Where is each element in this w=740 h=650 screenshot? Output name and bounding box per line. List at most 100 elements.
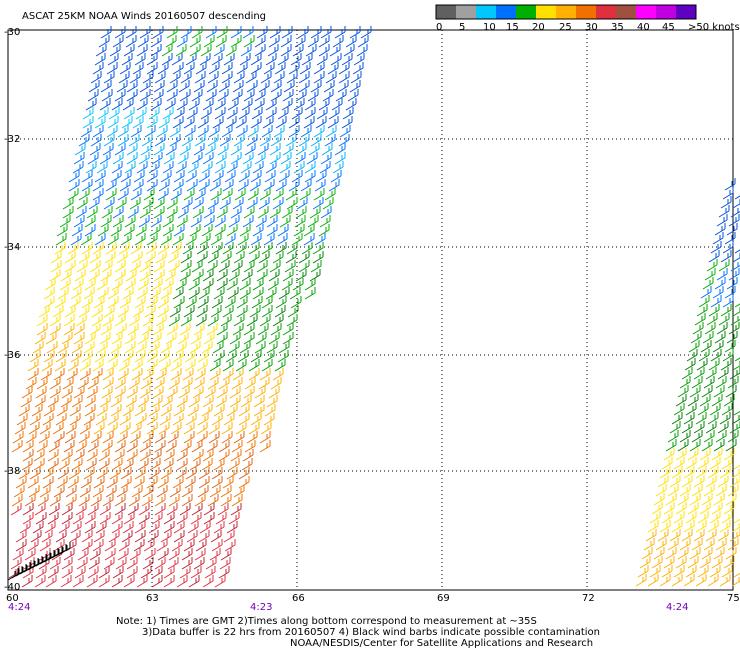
wind-barb: [76, 557, 88, 570]
wind-barb: [269, 143, 281, 156]
wind-barb: [203, 503, 215, 516]
pass-times: 4:24 4:23 4:24: [8, 602, 688, 613]
wind-barb: [327, 62, 339, 75]
wind-barb: [21, 575, 33, 588]
wind-barb: [723, 502, 735, 515]
wind-barb: [160, 530, 172, 543]
wind-barb: [701, 547, 713, 560]
wind-barb: [258, 197, 270, 210]
wind-barb: [167, 431, 179, 444]
wind-barb: [40, 368, 52, 381]
wind-barb: [264, 170, 276, 183]
wind-barb: [701, 439, 713, 452]
wind-barb: [230, 143, 242, 156]
wind-barb: [207, 197, 219, 210]
wind-barb: [32, 341, 44, 354]
wind-barb: [24, 494, 36, 507]
legend-label: >50 knots: [688, 22, 740, 33]
wind-barb: [221, 422, 233, 435]
wind-barb: [48, 503, 60, 516]
wind-barb: [243, 260, 255, 273]
wind-barb: [41, 530, 53, 543]
wind-barb: [128, 134, 140, 147]
wind-barb: [34, 503, 46, 516]
wind-barb: [320, 206, 332, 219]
wind-barb: [689, 439, 701, 452]
wind-barb: [223, 53, 235, 66]
wind-barb: [10, 503, 22, 516]
wind-barb: [263, 350, 275, 363]
wind-barb: [201, 224, 213, 237]
wind-barb: [258, 251, 270, 264]
wind-barb: [273, 71, 285, 84]
wind-barb: [94, 53, 106, 66]
wind-barb: [221, 62, 233, 75]
wind-barb: [289, 287, 301, 300]
wind-barb: [713, 547, 725, 560]
wind-barb: [78, 431, 90, 444]
wind-barb: [88, 80, 100, 93]
wind-barb: [102, 431, 114, 444]
wind-barb: [228, 341, 240, 354]
wind-barb: [188, 287, 200, 300]
wind-barb: [118, 242, 130, 255]
wind-barb: [151, 278, 163, 291]
wind-barb: [312, 197, 324, 210]
wind-barb: [702, 331, 714, 344]
wind-barb: [81, 350, 93, 363]
wind-barb: [162, 107, 174, 120]
wind-barb: [709, 403, 721, 416]
wind-barb: [686, 349, 698, 362]
latitude-labels: -30 -32 -34 -36 -38 -40: [4, 27, 20, 593]
wind-barb: [187, 161, 199, 174]
wind-barb: [226, 467, 238, 480]
wind-barb: [176, 575, 188, 588]
wind-barb: [334, 26, 346, 39]
wind-barb: [175, 467, 187, 480]
wind-barb: [138, 512, 150, 525]
wind-barb: [77, 548, 89, 561]
wind-barb: [304, 170, 316, 183]
wind-barb: [186, 107, 198, 120]
wind-barb: [119, 413, 131, 426]
wind-barb: [173, 530, 185, 543]
wind-barb: [280, 35, 292, 48]
wind-barb: [184, 359, 196, 372]
wind-barb: [230, 26, 242, 39]
wind-barb: [114, 377, 126, 390]
wind-barb: [328, 179, 340, 192]
wind-barb: [152, 323, 164, 336]
wind-barb: [239, 341, 251, 354]
wind-barb: [118, 539, 130, 552]
wind-barb: [19, 521, 31, 534]
wind-barb: [653, 547, 665, 560]
wind-barb: [240, 395, 252, 408]
wind-barb: [207, 494, 219, 507]
wind-barb: [218, 440, 230, 453]
wind-barb: [298, 251, 310, 264]
wind-barb: [115, 323, 127, 336]
wind-barb: [65, 422, 77, 435]
legend-swatch: [456, 5, 477, 19]
wind-barb: [87, 503, 99, 516]
wind-barb: [84, 404, 96, 417]
wind-barb: [85, 98, 97, 111]
wind-barb: [134, 521, 146, 534]
wind-barb: [48, 440, 60, 453]
wind-barb: [153, 269, 165, 282]
wind-barb: [36, 440, 48, 453]
wind-barb: [710, 349, 722, 362]
wind-barb: [25, 431, 37, 444]
wind-barb: [275, 116, 287, 129]
wind-barb: [293, 224, 305, 237]
wind-barb: [90, 494, 102, 507]
wind-barb: [142, 431, 154, 444]
wind-barb: [22, 449, 34, 462]
wind-barb: [714, 277, 726, 290]
wind-barb: [131, 359, 143, 372]
wind-barb: [57, 341, 69, 354]
wind-barb: [298, 71, 310, 84]
wind-barb: [177, 152, 189, 165]
wind-barb: [180, 26, 192, 39]
wind-barb: [725, 385, 737, 398]
